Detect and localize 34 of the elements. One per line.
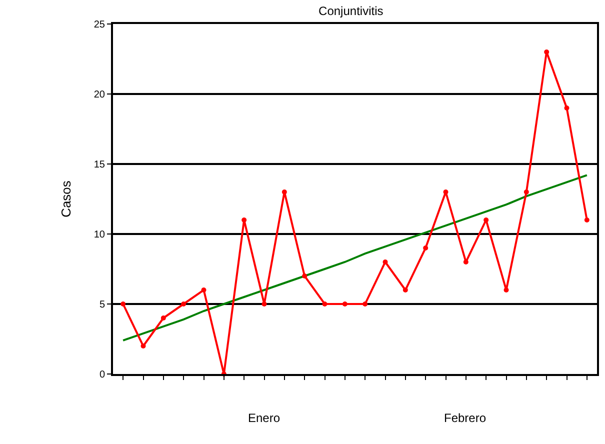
y-axis-title: Casos <box>58 180 74 218</box>
point <box>524 190 529 194</box>
point <box>302 274 308 278</box>
y-tick-label: 25 <box>94 20 106 30</box>
point <box>282 190 287 194</box>
y-tick-label: 5 <box>99 300 106 310</box>
point <box>262 302 267 306</box>
y-tick-label: 20 <box>94 90 106 100</box>
point <box>423 246 428 250</box>
point <box>504 288 509 292</box>
y-tick-label: 15 <box>94 160 106 170</box>
point <box>564 106 570 110</box>
text: Enero <box>248 411 280 425</box>
point <box>484 218 489 222</box>
point <box>382 260 388 264</box>
point <box>362 302 368 306</box>
point <box>342 302 348 306</box>
point <box>322 302 328 306</box>
y-tick-label: 10 <box>94 230 106 240</box>
point <box>201 288 206 292</box>
point <box>140 344 146 348</box>
point <box>584 218 590 222</box>
point <box>242 218 247 222</box>
text: Febrero <box>444 411 486 425</box>
point <box>402 288 408 292</box>
chart-title: Conjuntivitis <box>318 4 384 18</box>
point <box>544 50 550 54</box>
point <box>443 190 448 194</box>
y-tick-label: 0 <box>99 370 106 380</box>
point <box>463 260 468 264</box>
point <box>160 316 166 320</box>
point <box>120 302 126 306</box>
line-series <box>122 174 588 342</box>
point <box>181 302 186 306</box>
